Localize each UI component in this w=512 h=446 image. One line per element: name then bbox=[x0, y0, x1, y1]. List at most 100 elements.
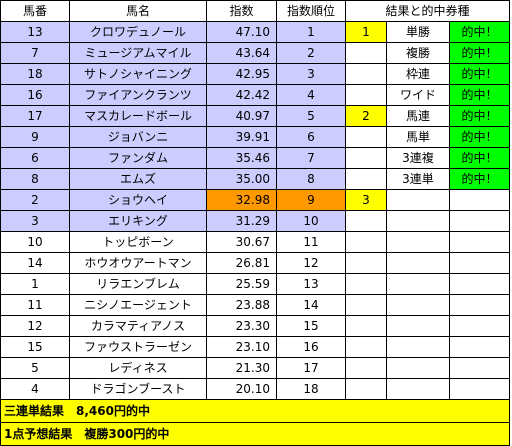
hit-marker-cell bbox=[449, 336, 510, 358]
index-cell: 21.30 bbox=[206, 357, 277, 379]
umaban-cell: 3 bbox=[0, 210, 70, 232]
finish-position-cell bbox=[345, 168, 387, 190]
horse-name-cell: ファイアンクランツ bbox=[69, 84, 207, 106]
horse-name-cell: ホウオウアートマン bbox=[69, 252, 207, 274]
horse-name-cell: ミュージアムマイル bbox=[69, 42, 207, 64]
table-row: 3 エリキング 31.29 10 bbox=[0, 210, 510, 232]
index-rank-cell: 13 bbox=[276, 273, 346, 295]
index-cell: 26.81 bbox=[206, 252, 277, 274]
index-cell: 23.10 bbox=[206, 336, 277, 358]
hit-marker-cell bbox=[449, 273, 510, 295]
umaban-cell: 14 bbox=[0, 252, 70, 274]
table-row: 12 カラマティアノス 23.30 15 bbox=[0, 315, 510, 337]
umaban-cell: 8 bbox=[0, 168, 70, 190]
horse-name-cell: サトノシャイニング bbox=[69, 63, 207, 85]
horse-name-cell: トッピボーン bbox=[69, 231, 207, 253]
umaban-cell: 10 bbox=[0, 231, 70, 253]
hit-marker-cell: 的中！ bbox=[449, 84, 510, 106]
index-cell: 23.88 bbox=[206, 294, 277, 316]
bet-type-cell bbox=[386, 252, 450, 274]
table-row: 14 ホウオウアートマン 26.81 12 bbox=[0, 252, 510, 274]
table-row: 18 サトノシャイニング 42.95 3 枠連 的中！ bbox=[0, 63, 510, 85]
finish-position-cell bbox=[345, 231, 387, 253]
index-cell: 20.10 bbox=[206, 378, 277, 400]
horse-name-cell: レディネス bbox=[69, 357, 207, 379]
bet-type-cell bbox=[386, 357, 450, 379]
index-cell: 25.59 bbox=[206, 273, 277, 295]
table-row: 10 トッピボーン 30.67 11 bbox=[0, 231, 510, 253]
index-rank-cell: 10 bbox=[276, 210, 346, 232]
finish-position-cell bbox=[345, 252, 387, 274]
index-rank-cell: 9 bbox=[276, 189, 346, 211]
header-umaban: 馬番 bbox=[0, 0, 70, 22]
horse-name-cell: ジョバンニ bbox=[69, 126, 207, 148]
umaban-cell: 17 bbox=[0, 105, 70, 127]
trifecta-result-text: 三連単結果 8,460円的中 bbox=[0, 399, 510, 423]
bet-type-cell: 3連単 bbox=[386, 168, 450, 190]
hit-marker-cell: 的中！ bbox=[449, 168, 510, 190]
bet-type-cell bbox=[386, 210, 450, 232]
index-rank-cell: 11 bbox=[276, 231, 346, 253]
index-rank-cell: 15 bbox=[276, 315, 346, 337]
horse-name-cell: ショウヘイ bbox=[69, 189, 207, 211]
index-rank-cell: 8 bbox=[276, 168, 346, 190]
umaban-cell: 4 bbox=[0, 378, 70, 400]
index-rank-cell: 14 bbox=[276, 294, 346, 316]
footer-trifecta-row: 三連単結果 8,460円的中 bbox=[0, 399, 510, 423]
horse-name-cell: エリキング bbox=[69, 210, 207, 232]
finish-position-cell bbox=[345, 84, 387, 106]
finish-position-cell bbox=[345, 294, 387, 316]
finish-position-cell bbox=[345, 126, 387, 148]
index-cell: 31.29 bbox=[206, 210, 277, 232]
table-row: 15 ファウストラーゼン 23.10 16 bbox=[0, 336, 510, 358]
bet-type-cell bbox=[386, 189, 450, 211]
horse-name-cell: クロワデュノール bbox=[69, 21, 207, 43]
table-row: 11 ニシノエージェント 23.88 14 bbox=[0, 294, 510, 316]
index-rank-cell: 16 bbox=[276, 336, 346, 358]
header-index-rank: 指数順位 bbox=[276, 0, 346, 22]
index-cell: 32.98 bbox=[206, 189, 277, 211]
hit-marker-cell bbox=[449, 378, 510, 400]
bet-type-cell bbox=[386, 294, 450, 316]
index-cell: 40.97 bbox=[206, 105, 277, 127]
index-cell: 35.46 bbox=[206, 147, 277, 169]
table-row: 4 ドラゴンブースト 20.10 18 bbox=[0, 378, 510, 400]
umaban-cell: 15 bbox=[0, 336, 70, 358]
index-cell: 23.30 bbox=[206, 315, 277, 337]
hit-marker-cell: 的中！ bbox=[449, 63, 510, 85]
index-rank-cell: 12 bbox=[276, 252, 346, 274]
index-rank-cell: 18 bbox=[276, 378, 346, 400]
finish-position-cell bbox=[345, 315, 387, 337]
index-rank-cell: 6 bbox=[276, 126, 346, 148]
table-row: 8 エムズ 35.00 8 3連単 的中！ bbox=[0, 168, 510, 190]
table-row: 6 ファンダム 35.46 7 3連複 的中！ bbox=[0, 147, 510, 169]
bet-type-cell: 3連複 bbox=[386, 147, 450, 169]
index-cell: 42.95 bbox=[206, 63, 277, 85]
umaban-cell: 13 bbox=[0, 21, 70, 43]
finish-position-cell bbox=[345, 273, 387, 295]
bet-type-cell bbox=[386, 336, 450, 358]
finish-position-cell: 3 bbox=[345, 189, 387, 211]
bet-type-cell: 馬連 bbox=[386, 105, 450, 127]
hit-marker-cell: 的中！ bbox=[449, 21, 510, 43]
table-row: 9 ジョバンニ 39.91 6 馬単 的中！ bbox=[0, 126, 510, 148]
index-cell: 43.64 bbox=[206, 42, 277, 64]
hit-marker-cell bbox=[449, 231, 510, 253]
hit-marker-cell: 的中！ bbox=[449, 147, 510, 169]
finish-position-cell bbox=[345, 357, 387, 379]
hit-marker-cell bbox=[449, 357, 510, 379]
umaban-cell: 6 bbox=[0, 147, 70, 169]
index-rank-cell: 4 bbox=[276, 84, 346, 106]
index-rank-cell: 1 bbox=[276, 21, 346, 43]
table-row: 1 リラエンブレム 25.59 13 bbox=[0, 273, 510, 295]
index-cell: 47.10 bbox=[206, 21, 277, 43]
table-row: 2 ショウヘイ 32.98 9 3 bbox=[0, 189, 510, 211]
index-cell: 39.91 bbox=[206, 126, 277, 148]
index-cell: 42.42 bbox=[206, 84, 277, 106]
hit-marker-cell: 的中！ bbox=[449, 126, 510, 148]
horse-name-cell: エムズ bbox=[69, 168, 207, 190]
bet-type-cell bbox=[386, 315, 450, 337]
umaban-cell: 1 bbox=[0, 273, 70, 295]
